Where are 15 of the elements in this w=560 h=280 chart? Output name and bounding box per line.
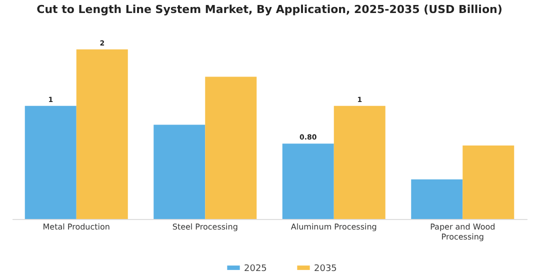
x-tick-label: Paper and Wood Processing (430, 222, 496, 242)
x-tick-label: Metal Production (42, 222, 110, 232)
chart-title: Cut to Length Line System Market, By Application, 2025-2035 (USD Billion) (36, 3, 502, 16)
legend-label: 2025 (244, 264, 267, 274)
bar (282, 144, 334, 219)
bar (205, 76, 257, 219)
bar (334, 106, 386, 219)
bar (462, 145, 514, 219)
bar (411, 179, 463, 219)
x-tick-label: Steel Processing (172, 222, 238, 232)
x-tick-label: Aluminum Processing (290, 222, 377, 232)
bar (154, 124, 206, 219)
bar (76, 49, 128, 219)
legend-label: 2035 (314, 264, 337, 274)
bar (24, 106, 76, 219)
